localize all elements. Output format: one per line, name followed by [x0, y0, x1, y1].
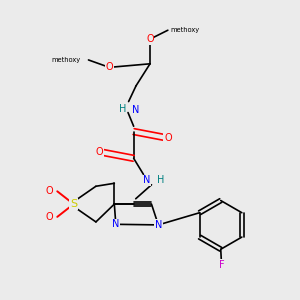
- Text: N: N: [112, 219, 119, 229]
- Text: methoxy: methoxy: [171, 27, 200, 33]
- Text: O: O: [106, 62, 113, 72]
- Text: N: N: [132, 105, 140, 115]
- Text: H: H: [119, 104, 126, 114]
- Text: H: H: [158, 175, 165, 185]
- Text: N: N: [154, 220, 162, 230]
- Text: S: S: [70, 199, 77, 209]
- Text: methoxy: methoxy: [51, 57, 80, 63]
- Text: F: F: [218, 260, 224, 270]
- Text: O: O: [146, 34, 154, 44]
- Text: O: O: [45, 212, 53, 222]
- Text: O: O: [96, 147, 103, 157]
- Text: O: O: [164, 133, 172, 143]
- Text: N: N: [143, 175, 151, 185]
- Text: O: O: [45, 186, 53, 196]
